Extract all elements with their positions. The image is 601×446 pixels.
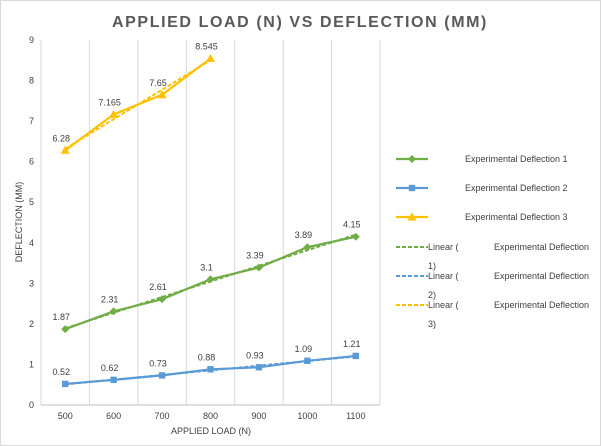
data-point [206, 275, 215, 284]
y-tick-label: 3 [29, 278, 34, 288]
data-label: 6.28 [52, 133, 70, 143]
x-tick-label: 700 [155, 411, 170, 421]
data-point [254, 263, 263, 272]
data-label: 7.65 [149, 78, 167, 88]
data-label: 0.93 [246, 350, 264, 360]
data-point [60, 145, 70, 154]
legend-trendline-label-cont: 2) [428, 290, 436, 300]
data-point [303, 243, 312, 252]
x-tick-label: 800 [203, 411, 218, 421]
legend-trendline-label-cont: 3) [428, 319, 436, 329]
y-axis-title: DEFLECTION (MM) [14, 182, 24, 263]
data-point [157, 90, 167, 99]
data-point [61, 325, 70, 334]
data-label: 1.09 [295, 344, 313, 354]
data-point [158, 372, 166, 379]
legend-trendline-label: Linear ( [428, 300, 459, 310]
x-tick-label: 500 [58, 411, 73, 421]
legend-trendline-side-text: Experimental Deflection [494, 242, 589, 252]
legend-label: Experimental Deflection 3 [465, 212, 568, 222]
legend-trendline-label: Linear ( [428, 271, 459, 281]
chart-title: APPLIED LOAD (N) VS DEFLECTION (MM) [112, 14, 488, 31]
legend: Experimental Deflection 1 Experimental De… [396, 154, 589, 329]
series-line-3 [64, 57, 212, 152]
legend-label: Experimental Deflection 1 [465, 154, 568, 164]
y-tick-label: 8 [29, 76, 34, 86]
data-point [109, 307, 118, 316]
y-tick-label: 5 [29, 197, 34, 207]
data-label: 7.165 [98, 97, 121, 107]
data-point [351, 232, 360, 241]
data-point [304, 357, 311, 364]
data-label: 1.21 [343, 339, 361, 349]
data-label: 8.545 [195, 41, 218, 51]
y-tick-label: 2 [29, 319, 34, 329]
legend-trendline-label: Linear ( [428, 242, 459, 252]
y-tick-label: 6 [29, 157, 34, 167]
plot-area: 500 600 700 800 900 1000 1100 0 1 2 3 4 5 6 7 8 9 1.87 2.3… [29, 35, 381, 421]
y-tick-label: 1 [29, 359, 34, 369]
data-label: 0.52 [52, 367, 70, 377]
data-point [352, 352, 359, 360]
data-label: 0.62 [101, 363, 119, 373]
legend-trendline-side-text: Experimental Deflection [494, 271, 589, 281]
legend-trendline-side-text: Experimental Deflection [494, 300, 589, 310]
data-label: 3.89 [295, 230, 313, 240]
data-label: 2.31 [101, 294, 119, 304]
data-point [206, 53, 215, 62]
data-label: 1.87 [52, 312, 70, 322]
y-tick-label: 4 [29, 238, 34, 248]
data-point [62, 380, 69, 388]
legend-trendline-label-cont: 1) [428, 261, 436, 271]
data-label: 3.39 [246, 251, 264, 261]
x-axis-title: APPLIED LOAD (N) [171, 426, 251, 436]
y-tick-label: 7 [29, 116, 34, 126]
y-tick-label: 9 [29, 35, 34, 45]
x-tick-label: 1100 [346, 411, 365, 421]
x-tick-label: 1000 [297, 411, 317, 421]
data-label: 2.61 [149, 282, 167, 292]
legend-marker [408, 155, 416, 163]
data-label: 4.15 [343, 220, 361, 230]
legend-marker [408, 184, 416, 192]
x-tick-label: 600 [106, 411, 121, 421]
data-point [158, 295, 167, 304]
legend-marker [407, 212, 417, 221]
data-point [109, 109, 119, 118]
data-label: 3.1 [200, 262, 213, 272]
x-tick-label: 900 [251, 411, 266, 421]
y-tick-label: 0 [29, 400, 34, 410]
data-point [207, 366, 214, 373]
data-point [110, 376, 117, 384]
data-label: 0.88 [198, 352, 216, 362]
data-point [255, 364, 263, 371]
legend-label: Experimental Deflection 2 [465, 183, 568, 193]
data-label: 0.73 [149, 358, 167, 368]
